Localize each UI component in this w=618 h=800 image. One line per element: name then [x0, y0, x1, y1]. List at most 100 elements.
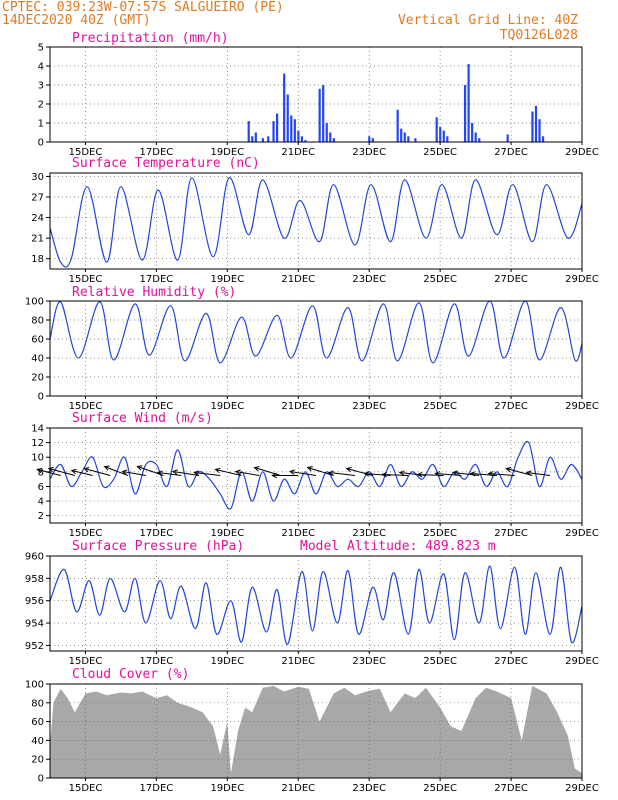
wind-vector-head [434, 471, 441, 477]
wind-vector [346, 468, 373, 476]
precip-bar [403, 132, 406, 142]
panel-frame [49, 300, 583, 397]
panel-3: Surface Wind (m/s) 2 4 6 8 10 12 14 15DEC 17DEC 19… [31, 411, 599, 539]
x-tick-label: 25DEC [423, 656, 457, 667]
x-tick-label: 15DEC [69, 528, 103, 539]
wind-vector-head [487, 471, 494, 477]
wind-vector-head [234, 469, 241, 475]
y-tick-label: 21 [31, 234, 44, 245]
precip-bar [506, 134, 509, 142]
wind-vector-head [363, 471, 370, 477]
y-tick-label: 0 [38, 392, 44, 403]
precip-bar [267, 136, 270, 142]
x-tick-label: 29DEC [565, 274, 599, 285]
y-tick-label: 2 [38, 511, 44, 522]
panel-0: Precipitation (mm/h) 0 1 2 3 4 5 15DEC 17DEC 19DE… [38, 31, 599, 158]
wind-vector-head [70, 468, 77, 475]
panel-title: Surface Pressure (hPa) [72, 539, 244, 554]
y-tick-label: 40 [31, 354, 44, 365]
precip-bar [325, 123, 328, 142]
panel-title: Cloud Cover (%) [72, 667, 189, 682]
y-tick-label: 100 [25, 680, 44, 691]
cloud-area [50, 685, 582, 778]
x-tick-label: 23DEC [352, 147, 386, 158]
x-tick-label: 25DEC [423, 783, 457, 794]
x-tick-label: 19DEC [210, 401, 244, 412]
x-tick-label: 29DEC [565, 528, 599, 539]
wind-vector-head [193, 470, 200, 476]
x-tick-label: 25DEC [423, 401, 457, 412]
precip-bar [275, 113, 279, 142]
x-tick-label: 25DEC [423, 528, 457, 539]
wind-vector-head [171, 469, 178, 475]
precip-bar [304, 140, 307, 142]
wind-vector [172, 471, 200, 476]
wind-vector [71, 470, 93, 476]
x-tick-label: 29DEC [565, 401, 599, 412]
wind-vector-head [103, 465, 110, 471]
panel-title: Surface Wind (m/s) [72, 411, 213, 426]
panel-title: Surface Temperature (nC) [72, 156, 260, 171]
y-tick-label: 80 [31, 698, 44, 709]
header-date: 14DEC2020 40Z (GMT) [2, 13, 151, 28]
panel-title: Precipitation (mm/h) [72, 31, 229, 46]
precip-bar [332, 138, 335, 142]
wind-vector [453, 472, 480, 476]
header-model: TQ0126L028 [500, 28, 578, 43]
x-tick-label: 19DEC [210, 656, 244, 667]
precip-bar [463, 85, 467, 142]
wind-vector [488, 473, 515, 476]
precip-bar [251, 136, 254, 142]
x-tick-label: 25DEC [423, 147, 457, 158]
precip-bar [283, 73, 286, 142]
wind-vector-head [451, 470, 458, 476]
wind-vector [364, 473, 391, 476]
x-tick-label: 21DEC [281, 401, 315, 412]
precip-bar [414, 138, 417, 142]
series-line [49, 300, 583, 364]
precip-bar [318, 88, 321, 142]
y-tick-label: 60 [31, 335, 44, 346]
y-tick-label: 3 [38, 81, 44, 92]
y-tick-label: 956 [25, 596, 44, 607]
y-tick-label: 18 [31, 254, 44, 265]
y-tick-label: 14 [31, 424, 44, 435]
x-tick-label: 19DEC [210, 783, 244, 794]
precip-bar [531, 111, 534, 142]
x-tick-label: 15DEC [69, 656, 103, 667]
panel-frame [49, 172, 583, 270]
precip-bar [407, 136, 410, 142]
x-tick-label: 27DEC [494, 656, 528, 667]
wind-vector [84, 468, 111, 476]
wind-vector [235, 471, 260, 476]
wind-vector [307, 467, 334, 476]
x-tick-label: 25DEC [423, 274, 457, 285]
wind-vector-head [505, 467, 512, 473]
x-tick-label: 17DEC [140, 274, 174, 285]
y-tick-label: 2 [38, 100, 44, 111]
x-tick-label: 23DEC [352, 274, 386, 285]
wind-vector-head [36, 467, 43, 474]
x-tick-label: 27DEC [494, 274, 528, 285]
y-tick-label: 20 [31, 755, 44, 766]
precip-bar [322, 85, 325, 142]
x-tick-label: 17DEC [140, 147, 174, 158]
y-tick-label: 60 [31, 717, 44, 728]
wind-vector-head [47, 467, 54, 473]
wind-vector-head [381, 471, 388, 478]
wind-vector-head [345, 467, 352, 473]
y-tick-label: 0 [38, 138, 44, 149]
wind-vector-head [306, 466, 313, 472]
y-tick-label: 0 [38, 774, 44, 785]
precip-bar [300, 136, 304, 142]
wind-vector [506, 468, 533, 476]
wind-vector [470, 473, 497, 476]
series-line [49, 565, 583, 645]
y-tick-label: 4 [38, 62, 44, 73]
precip-bar [261, 138, 264, 142]
y-tick-label: 80 [31, 316, 44, 327]
x-tick-label: 21DEC [281, 528, 315, 539]
panel-frame [49, 683, 583, 779]
